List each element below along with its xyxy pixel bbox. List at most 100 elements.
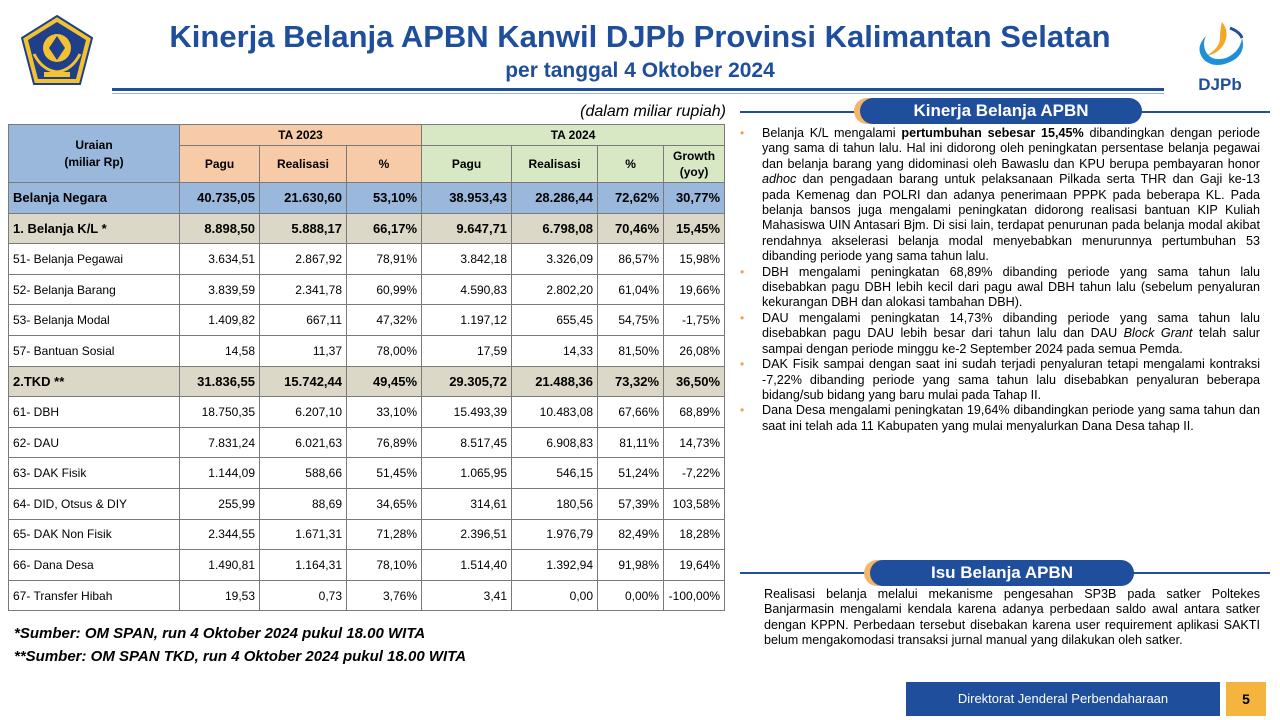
djpb-logo: DJPb (1186, 18, 1254, 94)
header-pct-2024: % (597, 145, 665, 183)
cell-pct-2024: 72,62% (597, 182, 665, 214)
cell-pct-2023: 76,89% (345, 426, 423, 459)
table-row: 1. Belanja K/L * 8.898,50 5.888,17 66,17% 9.… (8, 212, 726, 245)
cell-pagu-2023: 1.144,09 (179, 457, 260, 489)
cell-realisasi-2024: 546,15 (511, 457, 599, 489)
cell-pagu-2023: 31.836,55 (179, 365, 260, 398)
cell-pagu-2024: 4.590,83 (421, 273, 513, 306)
cell-realisasi-2024: 2.802,20 (511, 273, 599, 306)
unit-note: (dalam miliar rupiah) (580, 103, 726, 120)
djpb-swirl-icon (1199, 22, 1244, 65)
budget-table: Uraian (miliar Rp) TA 2023 TA 2024 Pagu … (8, 124, 726, 612)
header-growth: Growth (yoy) (663, 145, 726, 183)
table-row: Belanja Negara 40.735,05 21.630,60 53,10% 38… (8, 182, 726, 214)
cell-pct-2023: 49,45% (345, 365, 423, 398)
isu-heading: Isu Belanja APBN (870, 560, 1134, 586)
cell-row-label: 66- Dana Desa (8, 549, 180, 581)
cell-pagu-2024: 8.517,45 (421, 426, 513, 459)
table-row: 65- DAK Non Fisik 2.344,55 1.671,31 71,28% 2… (8, 518, 726, 551)
kinerja-bullet-dana-desa: • Dana Desa mengalami peningkatan 19,64% … (740, 403, 1260, 433)
cell-realisasi-2023: 15.742,44 (259, 365, 347, 398)
table-row: 2.TKD ** 31.836,55 15.742,44 49,45% 29.305,7… (8, 365, 726, 398)
cell-growth-yoy: 103,58% (663, 487, 726, 520)
cell-realisasi-2023: 5.888,17 (259, 212, 347, 245)
isu-text: Realisasi belanja melalui mekanisme peng… (764, 587, 1260, 648)
cell-pagu-2024: 3.842,18 (421, 243, 513, 275)
cell-pct-2024: 70,46% (597, 212, 665, 245)
cell-growth-yoy: -7,22% (663, 457, 726, 489)
source-note-1: *Sumber: OM SPAN, run 4 Oktober 2024 puk… (14, 625, 426, 642)
cell-realisasi-2024: 28.286,44 (511, 182, 599, 214)
kinerja-bullet-dak-fisik: • DAK Fisik sampai dengan saat ini sudah … (740, 357, 1260, 402)
cell-realisasi-2024: 1.976,79 (511, 518, 599, 551)
header-ta2023: TA 2023 (178, 124, 423, 146)
header-uraian: Uraian (miliar Rp) (8, 124, 180, 183)
cell-realisasi-2023: 6.021,63 (259, 426, 347, 459)
cell-row-label: 52- Belanja Barang (8, 273, 180, 306)
cell-row-label: 64- DID, Otsus & DIY (8, 487, 180, 520)
cell-growth-yoy: 19,66% (663, 273, 726, 306)
cell-row-label: 61- DBH (8, 396, 180, 428)
cell-growth-yoy: 30,77% (663, 182, 726, 214)
cell-row-label: 63- DAK Fisik (8, 457, 180, 489)
table-row: 62- DAU 7.831,24 6.021,63 76,89% 8.517,45 6.9… (8, 426, 726, 459)
cell-pagu-2023: 19,53 (179, 579, 260, 612)
cell-pct-2024: 81,11% (597, 426, 665, 459)
cell-realisasi-2023: 6.207,10 (259, 396, 347, 428)
cell-realisasi-2023: 667,11 (259, 304, 347, 336)
page-subtitle: per tanggal 4 Oktober 2024 (505, 59, 775, 82)
cell-realisasi-2023: 1.164,31 (259, 549, 347, 581)
cell-row-label: 53- Belanja Modal (8, 304, 180, 336)
cell-pagu-2023: 40.735,05 (179, 182, 260, 214)
cell-growth-yoy: 15,98% (663, 243, 726, 275)
table-row: 51- Belanja Pegawai 3.634,51 2.867,92 78,91… (8, 243, 726, 275)
table-row: 61- DBH 18.750,35 6.207,10 33,10% 15.493,39 1… (8, 396, 726, 428)
cell-row-label: 67- Transfer Hibah (8, 579, 180, 612)
cell-row-label: 1. Belanja K/L * (8, 212, 180, 245)
cell-pct-2023: 71,28% (345, 518, 423, 551)
header-pagu-2024: Pagu (421, 145, 513, 183)
cell-realisasi-2024: 10.483,08 (511, 396, 599, 428)
source-note-2: **Sumber: OM SPAN TKD, run 4 Oktober 202… (14, 648, 467, 665)
header-pagu-2023: Pagu (179, 145, 260, 183)
cell-growth-yoy: 68,89% (663, 396, 726, 428)
cell-pct-2024: 0,00% (597, 579, 665, 612)
cell-pct-2024: 54,75% (597, 304, 665, 336)
cell-pct-2023: 34,65% (345, 487, 423, 520)
cell-pagu-2023: 14,58 (179, 334, 260, 367)
cell-realisasi-2024: 3.326,09 (511, 243, 599, 275)
bullet-dot-icon: • (740, 264, 745, 279)
cell-pct-2023: 47,32% (345, 304, 423, 336)
djpb-wordmark: DJPb (1198, 75, 1242, 94)
cell-pct-2024: 73,32% (597, 365, 665, 398)
table-row: 57- Bantuan Sosial 14,58 11,37 78,00% 17,59 1… (8, 334, 726, 367)
cell-realisasi-2024: 180,56 (511, 487, 599, 520)
cell-row-label: 62- DAU (8, 426, 180, 459)
cell-realisasi-2023: 21.630,60 (259, 182, 347, 214)
cell-pct-2023: 53,10% (345, 182, 423, 214)
footer-org: Direktorat Jenderal Perbendaharaan (906, 682, 1220, 716)
cell-realisasi-2023: 588,66 (259, 457, 347, 489)
cell-pagu-2024: 38.953,43 (421, 182, 513, 214)
cell-pagu-2023: 255,99 (179, 487, 260, 520)
cell-pagu-2024: 17,59 (421, 334, 513, 367)
table-row: 64- DID, Otsus & DIY 255,99 88,69 34,65% 314… (8, 487, 726, 520)
cell-realisasi-2024: 6.798,08 (511, 212, 599, 245)
cell-pct-2023: 51,45% (345, 457, 423, 489)
table-row: 53- Belanja Modal 1.409,82 667,11 47,32% 1.1… (8, 304, 726, 336)
header-ta2024: TA 2024 (421, 124, 726, 146)
cell-pagu-2024: 2.396,51 (421, 518, 513, 551)
cell-pct-2024: 91,98% (597, 549, 665, 581)
cell-realisasi-2023: 2.341,78 (259, 273, 347, 306)
cell-pagu-2024: 1.197,12 (421, 304, 513, 336)
cell-realisasi-2023: 1.671,31 (259, 518, 347, 551)
cell-row-label: 51- Belanja Pegawai (8, 243, 180, 275)
cell-realisasi-2024: 6.908,83 (511, 426, 599, 459)
cell-pct-2023: 60,99% (345, 273, 423, 306)
cell-growth-yoy: -100,00% (663, 579, 726, 612)
cell-growth-yoy: 15,45% (663, 212, 726, 245)
cell-realisasi-2023: 88,69 (259, 487, 347, 520)
table-row: 63- DAK Fisik 1.144,09 588,66 51,45% 1.065,9… (8, 457, 726, 489)
kemenkeu-emblem-icon (20, 14, 94, 85)
cell-pagu-2023: 7.831,24 (179, 426, 260, 459)
